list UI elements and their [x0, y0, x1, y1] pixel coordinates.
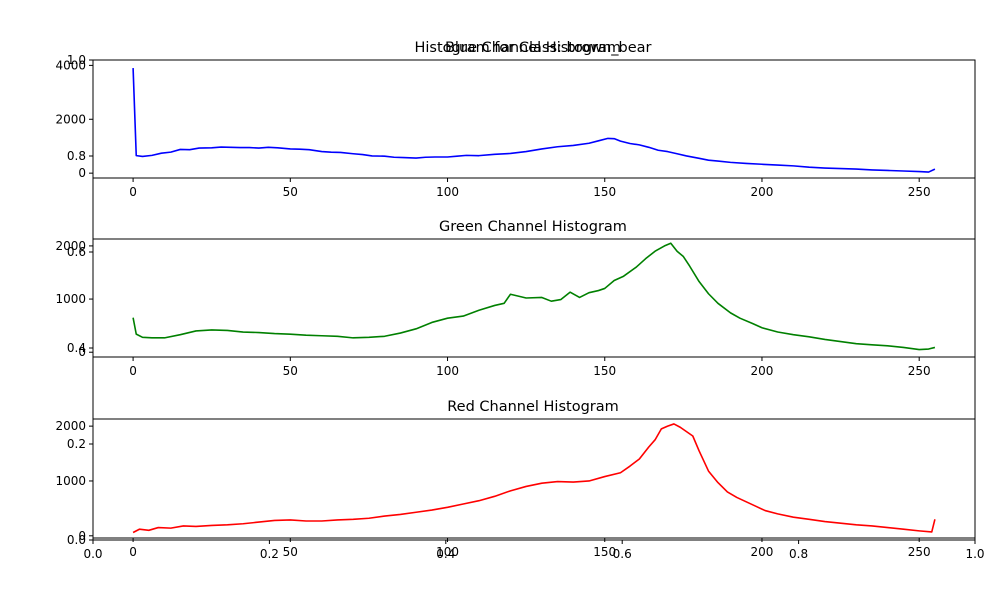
xtick-label: 250	[908, 364, 931, 378]
red-panel-frame	[92, 418, 976, 539]
outer-ytick-label: 0.4	[67, 341, 86, 355]
outer-ytick-label: 0.6	[67, 245, 86, 259]
blue-panel-title: Blue Channel Histogram	[445, 40, 621, 56]
ytick-label: 4000	[55, 58, 86, 72]
outer-xtick-label: 0.4	[436, 547, 455, 561]
xtick-label: 200	[751, 364, 774, 378]
xtick-label: 50	[283, 545, 298, 559]
ytick-label: 2000	[55, 419, 86, 433]
outer-xtick-label: 0.0	[83, 547, 102, 561]
green-panel-title: Green Channel Histogram	[439, 219, 627, 235]
xtick-label: 150	[593, 364, 616, 378]
histogram-line	[132, 423, 936, 534]
ytick-label: 0	[78, 529, 86, 543]
xtick-label: 50	[283, 364, 298, 378]
ytick-label: 2000	[55, 239, 86, 253]
ytick-label: 1000	[55, 292, 86, 306]
xtick-label: 0	[129, 185, 137, 199]
blue-panel-frame	[92, 59, 976, 179]
xtick-label: 150	[593, 545, 616, 559]
xtick-label: 0	[129, 364, 137, 378]
xtick-label: 50	[283, 185, 298, 199]
histogram-line	[132, 68, 936, 173]
xtick-label: 250	[908, 545, 931, 559]
outer-xtick-label: 0.6	[613, 547, 632, 561]
figure-title: Histogram for Class: brown_bear	[414, 40, 651, 56]
outer-axis-ticks: 0.0 0.2 0.4 0.6 0.8 1.0 0.0 0.2 0.4 0.6 0.8 1.0	[67, 53, 985, 561]
xtick-label: 100	[436, 185, 459, 199]
blue-channel-panel: Blue Channel Histogram 0 50 100 150 200 250 0 2…	[55, 40, 976, 199]
xtick-label: 100	[436, 364, 459, 378]
outer-ytick-label: 1.0	[67, 53, 86, 67]
xtick-label: 250	[908, 185, 931, 199]
outer-xtick-label: 0.8	[789, 547, 808, 561]
xtick-label: 200	[751, 185, 774, 199]
ytick-label: 0	[78, 345, 86, 359]
xtick-label: 0	[129, 545, 137, 559]
ytick-label: 2000	[55, 112, 86, 126]
outer-xtick-label: 0.2	[260, 547, 279, 561]
outer-ytick-label: 0.0	[67, 533, 86, 547]
outer-ytick-label: 0.2	[67, 437, 86, 451]
xtick-label: 100	[436, 545, 459, 559]
red-panel-title: Red Channel Histogram	[447, 399, 619, 415]
xtick-label: 150	[593, 185, 616, 199]
ytick-label: 1000	[55, 474, 86, 488]
ytick-label: 0	[78, 166, 86, 180]
xtick-label: 200	[751, 545, 774, 559]
red-channel-panel: Red Channel Histogram 0 50 100 150 200 250 0 10…	[55, 399, 976, 559]
histogram-line	[132, 242, 936, 351]
outer-ytick-label: 0.8	[67, 149, 86, 163]
outer-xtick-label: 1.0	[965, 547, 984, 561]
green-channel-panel: Green Channel Histogram 0 50 100 150 200 250 0…	[55, 219, 976, 378]
